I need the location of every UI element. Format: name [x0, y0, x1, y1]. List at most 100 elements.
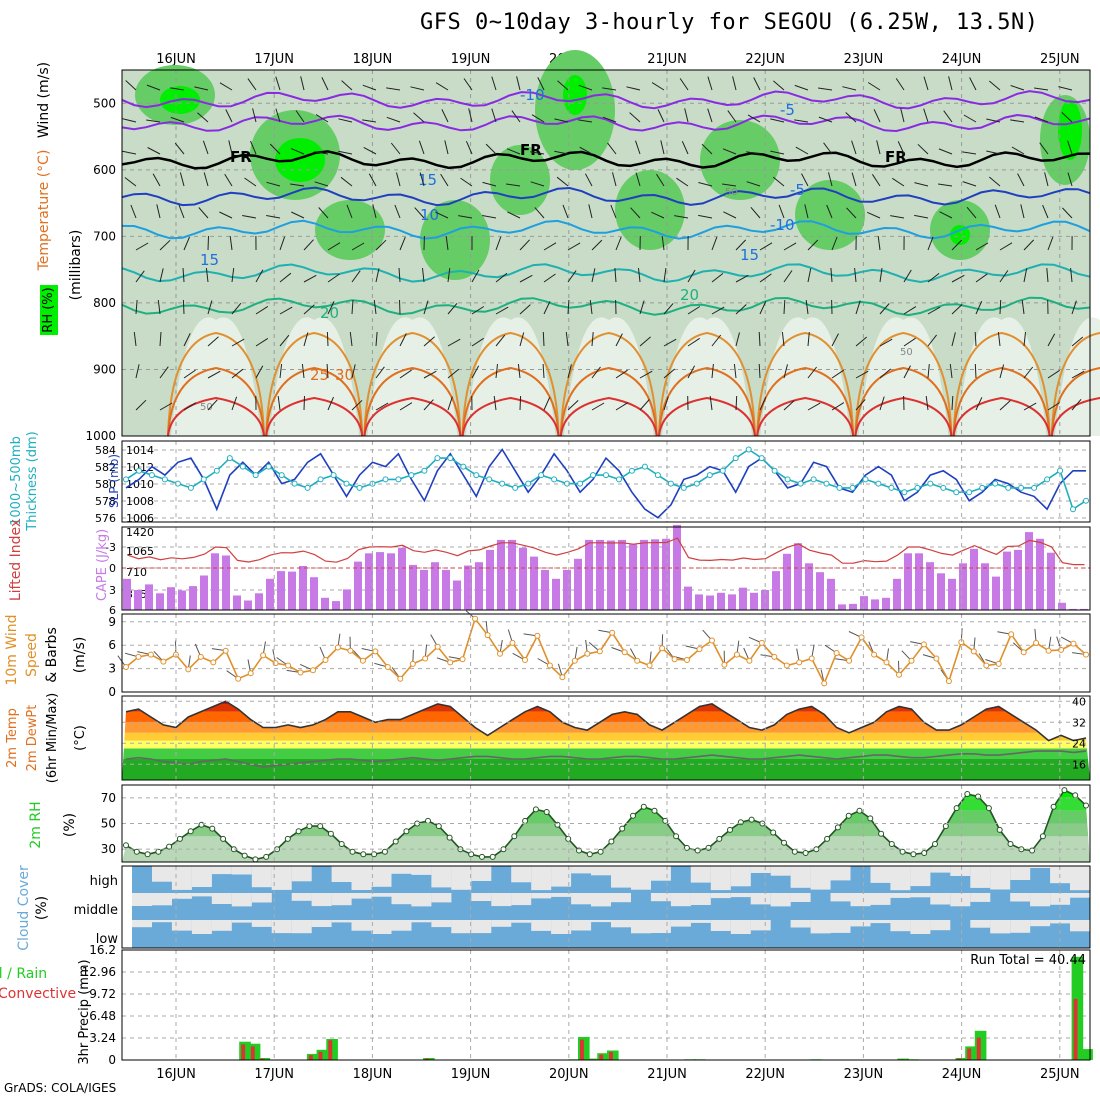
- wind-barb: [482, 181, 497, 187]
- wind-barb: [279, 306, 293, 315]
- cloud-clear-area: [371, 866, 392, 887]
- rh-saturated-area: [1058, 100, 1082, 160]
- warm-isotherm: [265, 396, 364, 437]
- wind-barb: [207, 300, 213, 315]
- wind-speed-line-point: [409, 660, 416, 667]
- cape-bar: [1003, 551, 1011, 610]
- wind-barb: [279, 272, 292, 283]
- isotherm-label: FR: [520, 141, 542, 159]
- cloud-clear-area: [710, 866, 731, 891]
- warm-isotherm: [167, 396, 265, 437]
- wind-barb: [801, 173, 809, 187]
- wind-barb: [444, 140, 449, 155]
- cape-bar: [651, 539, 659, 610]
- thickness-line-point: [499, 480, 506, 487]
- cape-bar: [211, 553, 219, 610]
- wind-barb: [975, 397, 983, 411]
- warm-isotherm: [265, 366, 364, 437]
- cloud-clear-area: [591, 866, 611, 876]
- rh-line-point: [511, 833, 518, 840]
- wind-barb: [892, 177, 905, 187]
- rh-line-point: [932, 841, 938, 847]
- wind-speed-line-point: [896, 671, 902, 678]
- rh-line-point: [845, 812, 852, 819]
- wind-barb: [419, 172, 425, 187]
- wind-barb: [923, 76, 929, 91]
- precip-convective-bar: [957, 1058, 962, 1060]
- rh-line-point: [144, 851, 151, 858]
- wind-speed-line-point: [659, 645, 666, 652]
- wind-barb: [638, 268, 641, 283]
- cape-bar: [805, 563, 813, 610]
- rh-legend-swatch: [40, 285, 58, 335]
- wind-barb: [255, 337, 269, 347]
- wind-barb: [159, 402, 173, 411]
- warm-isotherm: [363, 331, 462, 437]
- cape-bar: [728, 594, 736, 610]
- wind-speed-line: [125, 616, 1087, 686]
- axis-tick-label: 0: [108, 685, 116, 699]
- cape-bar: [827, 578, 835, 610]
- rh-line-point: [543, 809, 550, 815]
- wind-barb: [152, 173, 161, 187]
- cape-bar: [607, 540, 615, 610]
- wind-speed-line-point: [771, 653, 778, 660]
- wind-barb: [951, 304, 963, 315]
- wind-barb: [591, 239, 603, 251]
- rh-saturated-area: [950, 225, 970, 245]
- wind-barb: [516, 76, 521, 91]
- wind-barb: [1058, 86, 1073, 91]
- isotherm-label: -5: [790, 181, 805, 199]
- wind-barb: [807, 268, 812, 283]
- wind-barb: [903, 365, 911, 379]
- cape-bar: [937, 573, 945, 610]
- wind-barb: [735, 274, 749, 283]
- wind-barb: [855, 370, 869, 379]
- wind-barb: [414, 207, 425, 219]
- slp-tick: 1014: [126, 444, 154, 457]
- wind-barb: [591, 402, 605, 411]
- cloud-clear-area: [890, 866, 911, 891]
- cape-bar: [981, 563, 989, 610]
- rh-saturated-area: [275, 138, 325, 182]
- cloud-clear-area: [750, 893, 771, 905]
- wind-barb: [663, 268, 667, 283]
- wind-speed-line-point: [596, 648, 603, 655]
- rh-line-point: [727, 826, 733, 833]
- dewpoint-line: [125, 750, 1087, 768]
- wind-barb: [579, 146, 593, 155]
- cloud-clear-area: [990, 920, 1011, 934]
- wind-barb: [746, 151, 761, 155]
- wind-barb: [147, 147, 161, 155]
- cloud-clear-area: [890, 893, 911, 898]
- cloud-clear-area: [551, 920, 572, 934]
- cloud-clear-area: [171, 893, 192, 899]
- wind-barb: [122, 150, 137, 155]
- rh-dry-area: [563, 317, 654, 436]
- cape-bar: [574, 558, 582, 610]
- wind-barb: [275, 108, 281, 123]
- wind-barb: [663, 368, 676, 379]
- wind-speed-line-point: [372, 648, 379, 655]
- cloud-clear-area: [810, 866, 831, 890]
- rh-line-point: [338, 841, 345, 847]
- wind-barb: [794, 84, 809, 91]
- wind-barb: [135, 270, 145, 283]
- wind-barb: [506, 183, 521, 187]
- cloud-clear-area: [391, 920, 412, 931]
- cloud-clear-area: [211, 893, 232, 904]
- cloud-level-low: low: [96, 932, 119, 947]
- wind-barb: [999, 270, 1009, 283]
- rh-line-point: [435, 823, 442, 830]
- rh-line-point: [1072, 792, 1079, 799]
- wind-barb: [866, 211, 881, 219]
- slp-tick: 1006: [126, 512, 154, 525]
- wind-barb: [375, 239, 387, 251]
- thickness-tick: 578: [95, 495, 116, 508]
- wind-barb: [531, 114, 545, 123]
- thickness-tick: 582: [95, 461, 116, 474]
- thickness-line-point: [836, 484, 843, 491]
- cloud-clear-area: [571, 866, 592, 874]
- wind-barb: [1042, 204, 1049, 219]
- precip-convective-bar: [1073, 998, 1078, 1060]
